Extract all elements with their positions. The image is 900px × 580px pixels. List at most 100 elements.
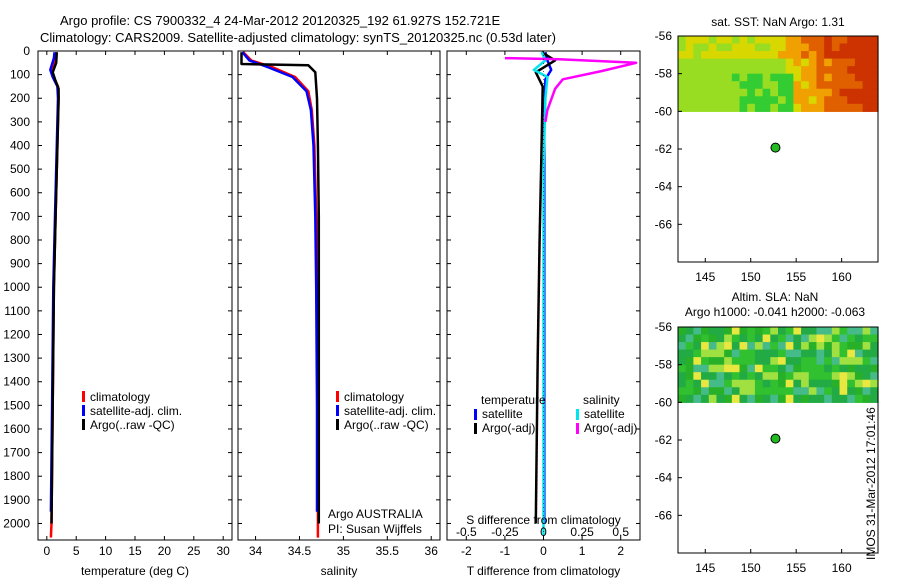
field-cell (747, 51, 756, 60)
field-cell (724, 387, 733, 396)
field-cell (793, 387, 802, 396)
field-cell (716, 334, 725, 343)
field-cell (824, 88, 833, 97)
field-cell (693, 342, 702, 351)
field-cell (816, 43, 825, 52)
series-line-argo-raw-qc- (50, 52, 60, 524)
y-tick-label: -56 (655, 320, 673, 334)
sst-map-title: sat. SST: NaN Argo: 1.31 (711, 15, 845, 29)
field-cell (731, 349, 741, 358)
field-cell (862, 357, 871, 366)
field-cell (831, 66, 841, 75)
y-tick-label: 900 (10, 257, 30, 271)
field-cell (708, 81, 718, 90)
y-tick-label: 0 (23, 44, 30, 58)
field-cell (785, 36, 794, 45)
field-cell (839, 43, 848, 52)
field-cell (831, 372, 841, 381)
field-cell (685, 36, 694, 45)
field-cell (701, 357, 710, 366)
field-cell (693, 51, 702, 60)
field-cell (808, 96, 818, 105)
field-cell (862, 81, 871, 90)
field-cell (793, 394, 802, 403)
field-cell (785, 379, 794, 388)
y-tick-label: 1200 (3, 327, 30, 341)
field-cell (808, 51, 818, 60)
legend-swatch (336, 405, 339, 416)
field-cell (847, 357, 856, 366)
field-cell (724, 58, 733, 67)
field-cell (762, 43, 771, 52)
field-cell (716, 51, 725, 60)
legend-label: satellite-adj. clim. (344, 404, 436, 418)
field-cell (847, 81, 856, 90)
field-cell (801, 334, 810, 343)
field-cell (816, 379, 825, 388)
field-cell (739, 36, 748, 45)
field-cell (716, 36, 725, 45)
field-cell (731, 394, 741, 403)
field-cell (701, 372, 710, 381)
field-cell (716, 58, 725, 67)
field-cell (747, 81, 756, 90)
field-cell (693, 387, 702, 396)
field-cell (716, 364, 725, 373)
field-cell (785, 81, 794, 90)
field-cell (716, 73, 725, 82)
field-cell (724, 103, 733, 112)
y-tick-label: 400 (10, 138, 30, 152)
field-cell (708, 51, 718, 60)
field-cell (739, 372, 748, 381)
field-cell (785, 394, 794, 403)
y-tick-label: 100 (10, 68, 30, 82)
field-cell (731, 387, 741, 396)
field-cell (770, 73, 779, 82)
field-cell (678, 379, 687, 388)
field-cell (693, 73, 702, 82)
field-cell (839, 349, 848, 358)
field-cell (731, 58, 741, 67)
field-cell (831, 364, 841, 373)
field-cell (816, 103, 825, 112)
field-cell (731, 36, 741, 45)
field-cell (785, 334, 794, 343)
field-cell (739, 51, 748, 60)
field-cell (816, 66, 825, 75)
field-cell (685, 88, 694, 97)
field-cell (693, 36, 702, 45)
field-cell (801, 357, 810, 366)
legend-swatch (576, 423, 579, 434)
field-cell (693, 96, 702, 105)
field-cell (693, 379, 702, 388)
field-cell (716, 342, 725, 351)
field-cell (854, 73, 864, 82)
field-cell (747, 73, 756, 82)
field-cell (785, 387, 794, 396)
field-cell (816, 364, 825, 373)
field-cell (731, 73, 741, 82)
legend-swatch (336, 419, 339, 430)
field-cell (770, 81, 779, 90)
field-cell (770, 66, 779, 75)
field-cell (754, 394, 764, 403)
x-tick-label: 30 (217, 544, 231, 558)
field-cell (839, 103, 848, 112)
y-tick-label: 1700 (3, 446, 30, 460)
field-cell (739, 96, 748, 105)
field-cell (685, 334, 694, 343)
field-cell (778, 342, 787, 351)
field-cell (870, 96, 879, 105)
field-cell (808, 58, 818, 67)
field-cell (708, 334, 718, 343)
profile-panel-2: -2 -1 0 1 2 T difference from climatology -0.5… (446, 50, 641, 578)
field-cell (831, 36, 841, 45)
field-cell (762, 342, 771, 351)
field-cell (739, 349, 748, 358)
field-cell (824, 51, 833, 60)
field-cell (685, 51, 694, 60)
field-cell (762, 73, 771, 82)
field-cell (731, 66, 741, 75)
legend-title: temperature (481, 393, 546, 407)
